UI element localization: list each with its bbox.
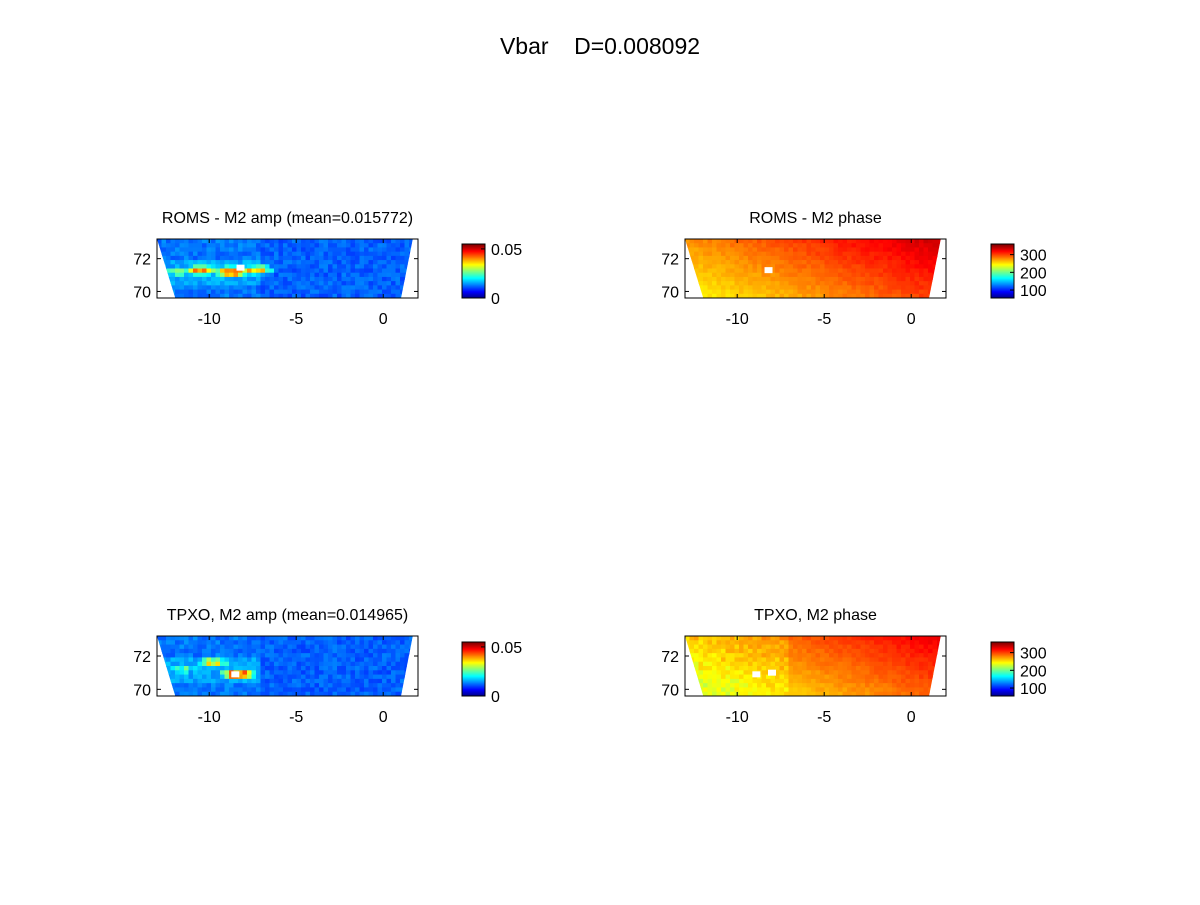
colorbar-box	[990, 243, 1015, 299]
x-tick-label: -5	[817, 311, 831, 328]
colorbar-tick-label: 100	[1020, 681, 1047, 698]
x-tick-label: 0	[379, 709, 388, 726]
y-tick-label: 72	[661, 649, 679, 666]
missing-cell-1	[764, 267, 773, 274]
colorbar-tick-label: 200	[1020, 265, 1047, 282]
y-tick-label: 70	[133, 682, 151, 699]
y-tick-label: 72	[133, 252, 151, 269]
colorbar-tick-label: 100	[1020, 283, 1047, 300]
y-tick-label: 70	[661, 284, 679, 301]
colorbar: 00.05	[461, 640, 522, 706]
colorbar-tick-label: 0	[491, 291, 500, 308]
subplot-title: TPXO, M2 phase	[754, 607, 877, 624]
colorbar: 00.05	[461, 242, 522, 308]
subplot-1: -10 -5 0 70 72 ROMS - M2 amp (mean=0.015772) 0…	[133, 210, 522, 328]
colorbar-tick-label: 0	[491, 689, 500, 706]
x-tick-label: -5	[817, 709, 831, 726]
colorbar-tick-label: 300	[1020, 646, 1047, 663]
heatmap-field	[685, 636, 941, 696]
axes-box	[684, 238, 947, 299]
y-tick-label: 72	[661, 252, 679, 269]
missing-cell-2	[768, 669, 776, 676]
colorbar-box	[461, 641, 486, 697]
x-tick-label: 0	[907, 311, 916, 328]
x-tick-label: -10	[198, 311, 221, 328]
colorbar-tick-label: 0.05	[491, 640, 522, 657]
subplot-title: ROMS - M2 amp (mean=0.015772)	[162, 210, 413, 227]
y-tick-label: 70	[133, 284, 151, 301]
colorbar-tick-label: 0.05	[491, 242, 522, 259]
x-tick-label: -10	[726, 709, 749, 726]
x-tick-label: -5	[289, 709, 303, 726]
missing-cell-1	[231, 671, 240, 678]
axes-box	[684, 635, 947, 697]
y-tick-label: 72	[133, 649, 151, 666]
x-tick-label: 0	[379, 311, 388, 328]
subplot-title: TPXO, M2 amp (mean=0.014965)	[167, 607, 408, 624]
missing-cell-1	[752, 671, 761, 678]
axes-box	[156, 635, 419, 697]
x-tick-label: 0	[907, 709, 916, 726]
x-tick-label: -10	[726, 311, 749, 328]
colorbar-tick-label: 300	[1020, 248, 1047, 265]
figure-title: Vbar D=0.008092	[499, 33, 701, 59]
colorbar-tick-label: 200	[1020, 663, 1047, 680]
axes-box	[156, 238, 419, 299]
heatmap-field	[157, 239, 413, 298]
colorbar-box	[990, 641, 1015, 697]
colorbar-box	[461, 243, 486, 299]
missing-cell-1	[236, 264, 245, 271]
heatmap-field	[685, 239, 941, 298]
x-tick-label: -5	[289, 311, 303, 328]
subplot-title: ROMS - M2 phase	[749, 210, 882, 227]
y-tick-label: 70	[661, 682, 679, 699]
heatmap-field	[157, 636, 413, 696]
x-tick-label: -10	[198, 709, 221, 726]
